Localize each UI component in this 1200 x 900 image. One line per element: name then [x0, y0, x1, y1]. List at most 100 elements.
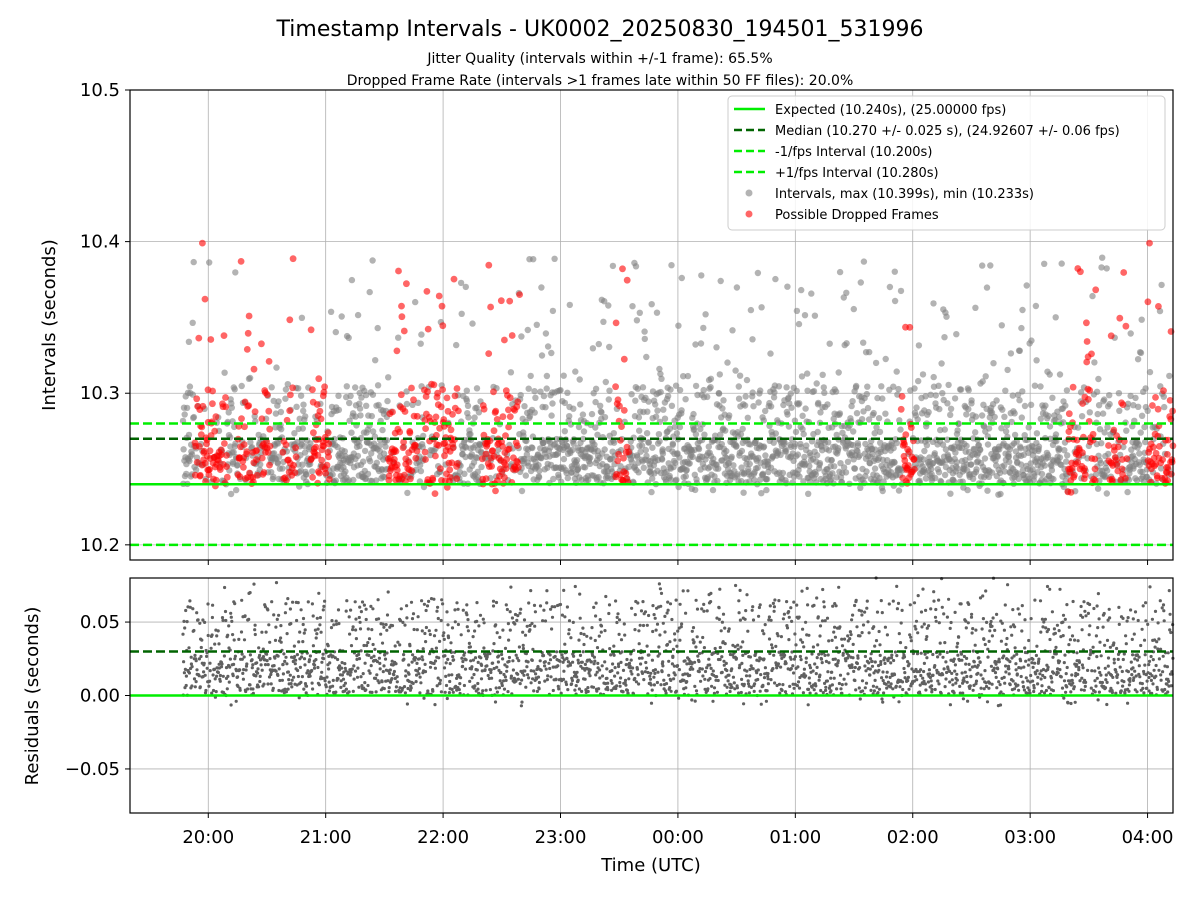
residual-point	[724, 661, 728, 666]
residual-point	[709, 591, 713, 596]
dropped-frame-point	[258, 454, 266, 462]
interval-point	[268, 384, 275, 391]
interval-point	[560, 455, 568, 463]
residual-point	[658, 633, 662, 637]
interval-point	[376, 442, 383, 449]
residual-point	[304, 684, 309, 688]
dropped-frame-point	[451, 392, 459, 400]
residual-point	[310, 681, 314, 685]
residual-point	[708, 663, 712, 667]
dropped-frame-point	[1083, 338, 1091, 345]
interval-point	[999, 406, 1006, 413]
residual-point	[870, 664, 875, 668]
interval-point	[542, 404, 549, 411]
interval-point	[800, 430, 807, 438]
dropped-frame-point	[482, 450, 490, 458]
residual-point	[849, 633, 853, 637]
dropped-frame-point	[396, 428, 404, 436]
interval-point	[293, 403, 300, 410]
interval-point	[860, 339, 867, 346]
residual-point	[736, 647, 740, 651]
residual-point	[830, 683, 835, 687]
residual-point	[655, 622, 660, 626]
interval-point	[585, 476, 592, 484]
residual-point	[914, 627, 918, 631]
interval-point	[538, 455, 545, 462]
residual-point	[367, 637, 372, 641]
residual-point	[485, 652, 490, 657]
residual-point	[352, 677, 356, 681]
interval-point	[1018, 414, 1025, 421]
residual-point	[620, 650, 624, 654]
residual-point	[233, 657, 237, 661]
residual-point	[193, 685, 197, 689]
interval-point	[824, 401, 831, 408]
residual-point	[241, 677, 245, 681]
interval-point	[973, 466, 980, 473]
interval-point	[543, 372, 551, 380]
residual-point	[560, 653, 564, 657]
interval-point	[1042, 402, 1049, 409]
residual-point	[544, 667, 548, 671]
interval-point	[540, 439, 547, 447]
interval-point	[796, 400, 803, 407]
chart-subtitle-dropped: Dropped Frame Rate (intervals >1 frames …	[347, 73, 854, 89]
interval-point	[790, 457, 797, 465]
dropped-frame-point	[1069, 383, 1077, 391]
dropped-frame-point	[625, 448, 633, 456]
interval-point	[1130, 402, 1137, 409]
residual-point	[455, 688, 459, 692]
residual-point	[835, 646, 839, 650]
interval-point	[718, 440, 725, 448]
dropped-frame-point	[480, 405, 488, 413]
dropped-frame-point	[1164, 451, 1171, 458]
residual-point	[382, 664, 386, 668]
residual-point	[851, 642, 855, 647]
residual-point	[241, 671, 245, 676]
residual-point	[551, 665, 555, 669]
residual-point	[358, 627, 363, 631]
interval-point	[1077, 389, 1085, 396]
residual-point	[619, 676, 623, 680]
interval-point	[637, 448, 644, 455]
residual-point	[700, 607, 704, 611]
residual-point	[352, 664, 356, 668]
dropped-frame-point	[320, 442, 327, 450]
residual-point	[276, 654, 280, 658]
dropped-frame-point	[400, 438, 407, 446]
residual-point	[238, 688, 242, 692]
dropped-frame-point	[243, 346, 251, 353]
residual-point	[411, 681, 415, 686]
residual-point	[614, 599, 618, 603]
residual-point	[834, 604, 838, 608]
residual-point	[360, 600, 365, 604]
interval-point	[722, 427, 729, 434]
interval-point	[813, 380, 820, 387]
residual-point	[310, 602, 314, 606]
residual-point	[337, 668, 341, 672]
interval-point	[798, 373, 806, 380]
residual-point	[879, 660, 883, 664]
residual-point	[480, 663, 484, 668]
residual-point	[495, 631, 499, 635]
residual-point	[562, 588, 566, 593]
dropped-frame-point	[1160, 387, 1167, 395]
dropped-frame-point	[266, 461, 273, 469]
residual-point	[317, 683, 321, 687]
dropped-frame-point	[443, 394, 451, 402]
residual-point	[351, 625, 355, 629]
residual-point	[633, 613, 637, 617]
residual-point	[595, 670, 599, 674]
residual-point	[479, 656, 483, 660]
residual-point	[744, 674, 749, 678]
residual-point	[561, 660, 565, 664]
dropped-frame-point	[443, 483, 451, 491]
residual-point	[398, 619, 403, 623]
residual-point	[665, 611, 669, 615]
residual-point	[392, 669, 396, 674]
residual-point	[518, 611, 522, 615]
dropped-frame-point	[320, 388, 328, 396]
residual-point	[404, 674, 408, 678]
residual-point	[255, 661, 259, 665]
residual-point	[327, 689, 331, 693]
